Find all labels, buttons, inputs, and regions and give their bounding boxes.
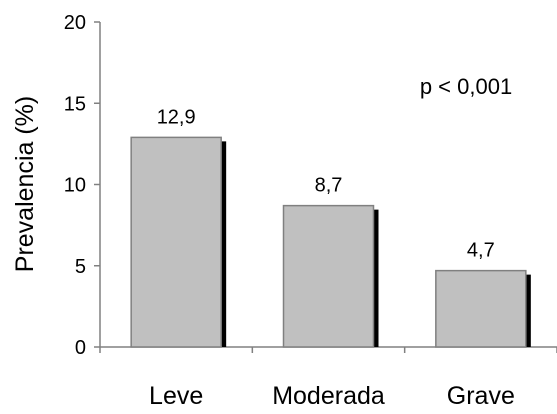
p-value-annotation: p < 0,001 <box>420 74 512 99</box>
y-tick-label: 0 <box>75 337 86 359</box>
y-tick-label: 15 <box>64 93 86 115</box>
bars-layer <box>130 136 531 348</box>
y-tick-label: 20 <box>64 12 86 34</box>
bar-shadow <box>373 209 379 347</box>
bar-shadow <box>221 141 227 347</box>
bar-shadow <box>525 274 531 347</box>
bar-grave <box>435 269 527 348</box>
bar-leve <box>130 136 222 348</box>
x-category-label: Leve <box>149 382 203 410</box>
bar-moderada <box>282 204 375 348</box>
x-category-label: Moderada <box>272 382 385 410</box>
data-label: 8,7 <box>315 175 343 197</box>
data-label: 12,9 <box>157 106 196 128</box>
data-label: 4,7 <box>467 240 495 262</box>
labels-layer: 12,9 Leve 8,7 Moderada 4,7 Grave <box>149 106 515 410</box>
x-category-label: Grave <box>447 382 515 410</box>
y-tick-label: 5 <box>75 256 86 278</box>
y-tick-label: 10 <box>64 175 86 197</box>
y-axis-title: Prevalencia (%) <box>11 96 39 272</box>
